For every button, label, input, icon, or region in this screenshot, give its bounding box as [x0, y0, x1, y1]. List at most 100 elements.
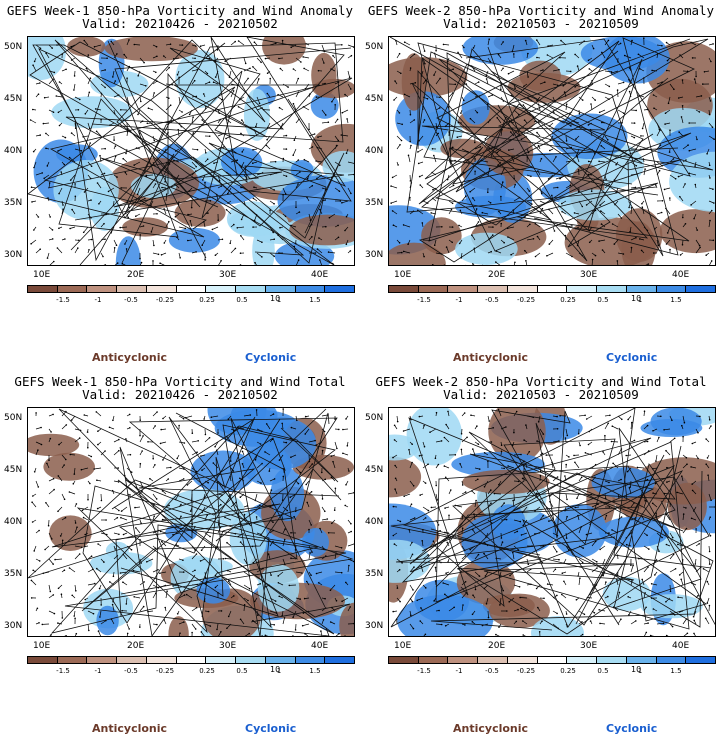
vorticity-field [28, 37, 354, 265]
colorbar-tick-label: -0.5 [485, 296, 499, 304]
colorbar-segment [57, 657, 88, 663]
map-plot-area [27, 36, 355, 266]
latitude-label: 30N [4, 250, 23, 260]
colorbar-segment [537, 657, 568, 663]
vorticity-blob [168, 227, 221, 253]
vorticity-blob [164, 489, 245, 531]
colorbar-tick-label: 1.5 [309, 296, 321, 304]
vorticity-blob [245, 417, 317, 470]
map-panel-4: GEFS Week-2 850-hPa Vorticity and Wind T… [361, 371, 721, 741]
cyclonic-label: Cyclonic [245, 722, 297, 735]
vorticity-blob [659, 209, 715, 254]
colorbar-segment [265, 286, 296, 292]
colorbar-segment [626, 286, 657, 292]
colorbar-tick-label: -1.5 [417, 667, 431, 675]
colorbar-tick-label: -1.5 [417, 296, 431, 304]
map-panel-1: GEFS Week-1 850-hPa Vorticity and Wind A… [0, 0, 360, 370]
colorbar-segment [507, 286, 538, 292]
vorticity-blob [228, 209, 289, 236]
colorbar-tick-label: 0.5 [597, 296, 609, 304]
colorbar-unit: 10 [270, 665, 281, 674]
longitude-label: 40E [672, 270, 690, 280]
colorbar-tick-label: 0.25 [199, 667, 215, 675]
colorbar-tick-label: -1 [94, 667, 102, 675]
vorticity-blob [56, 144, 98, 165]
colorbar-tick-label: -1 [94, 296, 102, 304]
panel-valid-date: Valid: 20210503 - 20210509 [443, 16, 639, 31]
colorbar-segment [686, 657, 716, 663]
colorbar-tick-label: -0.25 [516, 667, 536, 675]
coastlines [389, 37, 714, 263]
colorbar-tick-label: 1 [276, 296, 282, 304]
vorticity-blob [461, 90, 490, 125]
colorbar-segment [537, 286, 568, 292]
colorbar-segment [236, 286, 266, 292]
colorbar-segment [146, 286, 177, 292]
vorticity-field [389, 37, 715, 265]
vorticity-blob [90, 186, 120, 231]
colorbar-tick-label: -1.5 [56, 296, 70, 304]
colorbar-tick-label: -1 [455, 667, 463, 675]
cyclonic-label: Cyclonic [606, 351, 658, 364]
latitude-label: 35N [4, 198, 23, 208]
panel-title: GEFS Week-2 850-hPa Vorticity and Wind T… [375, 374, 707, 389]
vorticity-blob [580, 37, 663, 71]
colorbar-segment [567, 286, 598, 292]
longitude-label: 40E [311, 641, 329, 651]
colorbar-segment [325, 286, 355, 292]
vorticity-blob [397, 594, 493, 636]
panel-title: GEFS Week-1 850-hPa Vorticity and Wind T… [14, 374, 346, 389]
colorbar-segment [597, 286, 627, 292]
colorbar-segment [117, 286, 147, 292]
colorbar-segment [176, 286, 207, 292]
map-plot-area [388, 36, 716, 266]
colorbar-tick-label: 1 [637, 667, 643, 675]
colorbar-segment [626, 657, 657, 663]
latitude-label: 50N [365, 42, 384, 52]
colorbar-segment [206, 657, 237, 663]
latitude-label: 30N [365, 621, 384, 631]
latitude-label: 45N [365, 465, 384, 475]
longitude-label: 40E [672, 641, 690, 651]
colorbar-segment [389, 286, 419, 292]
colorbar-tick-label: -1.5 [56, 667, 70, 675]
colorbar-segment [448, 286, 479, 292]
anticyclonic-label: Anticyclonic [453, 722, 529, 735]
vorticity-blob [389, 434, 419, 461]
latitude-label: 45N [4, 465, 23, 475]
anticyclonic-label: Anticyclonic [453, 351, 529, 364]
colorbar-tick-label: 1 [276, 667, 282, 675]
anticyclonic-label: Anticyclonic [92, 722, 168, 735]
vorticity-blob [421, 217, 462, 255]
colorbar-tick-label: -0.25 [155, 667, 175, 675]
vorticity-blob [168, 616, 189, 636]
vorticity-blob [389, 539, 431, 583]
vorticity-blob [28, 37, 66, 81]
colorbar [388, 656, 716, 664]
colorbar-segment [146, 657, 177, 663]
colorbar-tick-label: 1.5 [670, 667, 682, 675]
map-panel-3: GEFS Week-1 850-hPa Vorticity and Wind T… [0, 371, 360, 741]
latitude-label: 35N [365, 569, 384, 579]
colorbar-segment [448, 657, 479, 663]
vorticity-blob [90, 551, 153, 575]
coastlines [390, 408, 715, 635]
colorbar-tick-label: -0.5 [485, 667, 499, 675]
latitude-label: 35N [4, 569, 23, 579]
colorbar-segment [507, 657, 538, 663]
vorticity-blob [488, 408, 546, 463]
colorbar-segment [206, 286, 237, 292]
latitude-label: 35N [365, 198, 384, 208]
colorbar-segment [265, 657, 296, 663]
latitude-label: 30N [4, 621, 23, 631]
colorbar-tick-label: -0.5 [124, 296, 138, 304]
latitude-label: 45N [4, 94, 23, 104]
longitude-label: 20E [127, 641, 145, 651]
panel-title: GEFS Week-2 850-hPa Vorticity and Wind A… [367, 3, 715, 18]
colorbar-tick-label: 0.5 [236, 296, 248, 304]
colorbar-tick-label: 0.25 [199, 296, 215, 304]
colorbar-segment [57, 286, 88, 292]
longitude-label: 20E [488, 641, 506, 651]
vorticity-blob [591, 467, 655, 499]
colorbar-tick-label: -0.25 [155, 296, 175, 304]
